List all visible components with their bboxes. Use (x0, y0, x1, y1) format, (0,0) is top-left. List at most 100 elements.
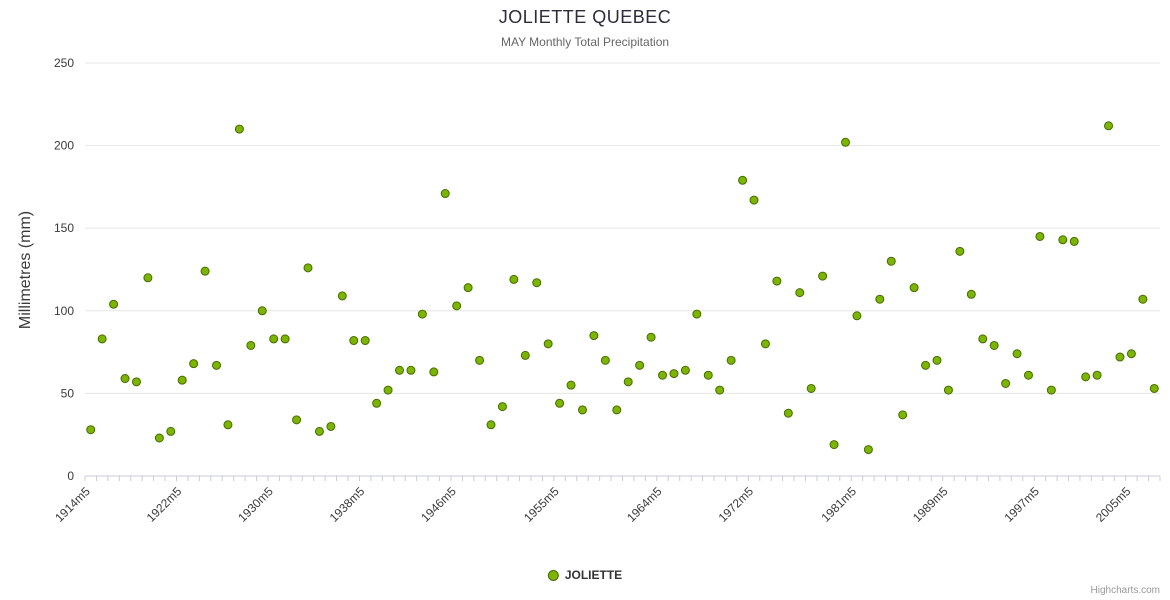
data-point[interactable] (1035, 231, 1045, 241)
data-point[interactable] (223, 420, 233, 430)
data-point[interactable] (154, 433, 164, 443)
data-point[interactable] (555, 398, 565, 408)
data-point[interactable] (749, 195, 759, 205)
legend-item-joliette[interactable]: JOLIETTE (547, 568, 623, 582)
data-point[interactable] (463, 283, 473, 293)
data-point[interactable] (166, 426, 176, 436)
data-point[interactable] (394, 365, 404, 375)
data-point[interactable] (257, 306, 267, 316)
x-axis-label: 1922m5 (144, 484, 185, 525)
data-point[interactable] (440, 189, 450, 199)
data-point[interactable] (898, 410, 908, 420)
legend-label: JOLIETTE (564, 568, 623, 582)
data-point[interactable] (623, 377, 633, 387)
data-point[interactable] (383, 385, 393, 395)
data-point[interactable] (520, 350, 530, 360)
data-point[interactable] (543, 339, 553, 349)
data-point[interactable] (738, 175, 748, 185)
data-point[interactable] (635, 360, 645, 370)
data-point[interactable] (406, 365, 416, 375)
data-point[interactable] (1023, 370, 1033, 380)
data-point[interactable] (200, 266, 210, 276)
data-point[interactable] (841, 137, 851, 147)
data-point[interactable] (246, 340, 256, 350)
data-point[interactable] (612, 405, 622, 415)
data-point[interactable] (497, 402, 507, 412)
data-point[interactable] (1115, 352, 1125, 362)
data-point[interactable] (337, 291, 347, 301)
data-point[interactable] (760, 339, 770, 349)
data-point[interactable] (726, 355, 736, 365)
data-point[interactable] (1126, 349, 1136, 359)
data-point[interactable] (131, 377, 141, 387)
data-point[interactable] (978, 334, 988, 344)
data-point[interactable] (532, 278, 542, 288)
data-point[interactable] (818, 271, 828, 281)
data-point[interactable] (932, 355, 942, 365)
data-point[interactable] (1104, 121, 1114, 131)
data-point[interactable] (1081, 372, 1091, 382)
data-point[interactable] (577, 405, 587, 415)
data-point[interactable] (120, 374, 130, 384)
data-point[interactable] (326, 421, 336, 431)
data-point[interactable] (680, 365, 690, 375)
data-point[interactable] (1092, 370, 1102, 380)
data-point[interactable] (417, 309, 427, 319)
data-point[interactable] (669, 369, 679, 379)
y-axis-tick-label: 50 (61, 386, 75, 400)
data-point[interactable] (989, 340, 999, 350)
data-point[interactable] (292, 415, 302, 425)
data-point[interactable] (360, 336, 370, 346)
data-point[interactable] (909, 283, 919, 293)
data-point[interactable] (486, 420, 496, 430)
data-point[interactable] (372, 398, 382, 408)
data-point[interactable] (452, 301, 462, 311)
data-point[interactable] (97, 334, 107, 344)
data-point[interactable] (886, 256, 896, 266)
chart-subtitle: MAY Monthly Total Precipitation (500, 35, 670, 49)
data-point[interactable] (1138, 294, 1148, 304)
data-point[interactable] (806, 383, 816, 393)
data-point[interactable] (921, 360, 931, 370)
data-point[interactable] (703, 370, 713, 380)
data-point[interactable] (86, 425, 96, 435)
data-point[interactable] (143, 273, 153, 283)
data-point[interactable] (966, 289, 976, 299)
data-point[interactable] (349, 336, 359, 346)
data-point[interactable] (795, 288, 805, 298)
data-point[interactable] (1012, 349, 1022, 359)
data-point[interactable] (475, 355, 485, 365)
data-point[interactable] (863, 445, 873, 455)
data-point[interactable] (177, 375, 187, 385)
credits-link[interactable]: Highcharts.com (1090, 585, 1160, 596)
data-point[interactable] (715, 385, 725, 395)
data-point[interactable] (509, 274, 519, 284)
data-point[interactable] (646, 332, 656, 342)
data-point[interactable] (566, 380, 576, 390)
data-point[interactable] (943, 385, 953, 395)
data-point[interactable] (829, 440, 839, 450)
data-point[interactable] (1058, 235, 1068, 245)
data-point[interactable] (875, 294, 885, 304)
data-point[interactable] (280, 334, 290, 344)
data-point[interactable] (658, 370, 668, 380)
data-point[interactable] (1001, 378, 1011, 388)
data-point[interactable] (955, 246, 965, 256)
data-point[interactable] (1046, 385, 1056, 395)
data-point[interactable] (314, 426, 324, 436)
data-point[interactable] (429, 367, 439, 377)
data-point[interactable] (772, 276, 782, 286)
data-point[interactable] (303, 263, 313, 273)
data-point[interactable] (1149, 383, 1159, 393)
data-point[interactable] (234, 124, 244, 134)
data-point[interactable] (589, 331, 599, 341)
data-point[interactable] (852, 311, 862, 321)
data-point[interactable] (212, 360, 222, 370)
data-point[interactable] (692, 309, 702, 319)
data-point[interactable] (109, 299, 119, 309)
data-point[interactable] (783, 408, 793, 418)
data-point[interactable] (1069, 236, 1079, 246)
data-point[interactable] (269, 334, 279, 344)
data-point[interactable] (600, 355, 610, 365)
data-point[interactable] (189, 359, 199, 369)
